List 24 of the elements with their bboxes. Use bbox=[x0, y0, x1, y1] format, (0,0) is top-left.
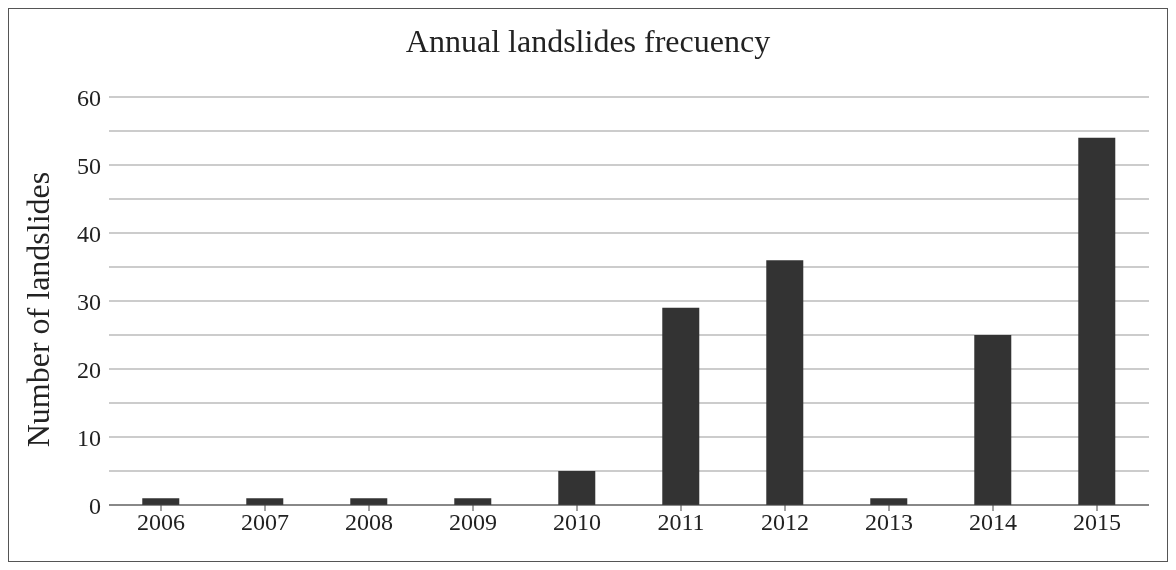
x-tick-label: 2015 bbox=[1073, 509, 1121, 536]
x-tick-label: 2008 bbox=[345, 509, 393, 536]
bar bbox=[766, 260, 804, 505]
y-tick-label: 60 bbox=[77, 84, 101, 111]
x-tick-label: 2012 bbox=[761, 509, 809, 536]
x-tick-label: 2014 bbox=[969, 509, 1017, 536]
y-axis-title: Number of landslides bbox=[20, 171, 58, 447]
y-tick-label: 50 bbox=[77, 152, 101, 179]
y-tick-label: 0 bbox=[89, 492, 101, 519]
x-tick-label: 2009 bbox=[449, 509, 497, 536]
x-tick-label: 2007 bbox=[241, 509, 289, 536]
y-tick-label: 20 bbox=[77, 356, 101, 383]
bar bbox=[1078, 137, 1116, 505]
x-tick-label: 2011 bbox=[657, 509, 705, 536]
y-tick-label: 30 bbox=[77, 288, 101, 315]
x-tick-label: 2006 bbox=[137, 509, 185, 536]
y-tick-label: 40 bbox=[77, 220, 101, 247]
bar bbox=[662, 307, 700, 505]
x-tick-label: 2013 bbox=[865, 509, 913, 536]
x-tick-label: 2010 bbox=[553, 509, 601, 536]
bar bbox=[558, 471, 596, 505]
chart-title: Annual landslides frecuency bbox=[404, 23, 772, 60]
bar bbox=[974, 335, 1012, 505]
y-tick-label: 10 bbox=[77, 424, 101, 451]
